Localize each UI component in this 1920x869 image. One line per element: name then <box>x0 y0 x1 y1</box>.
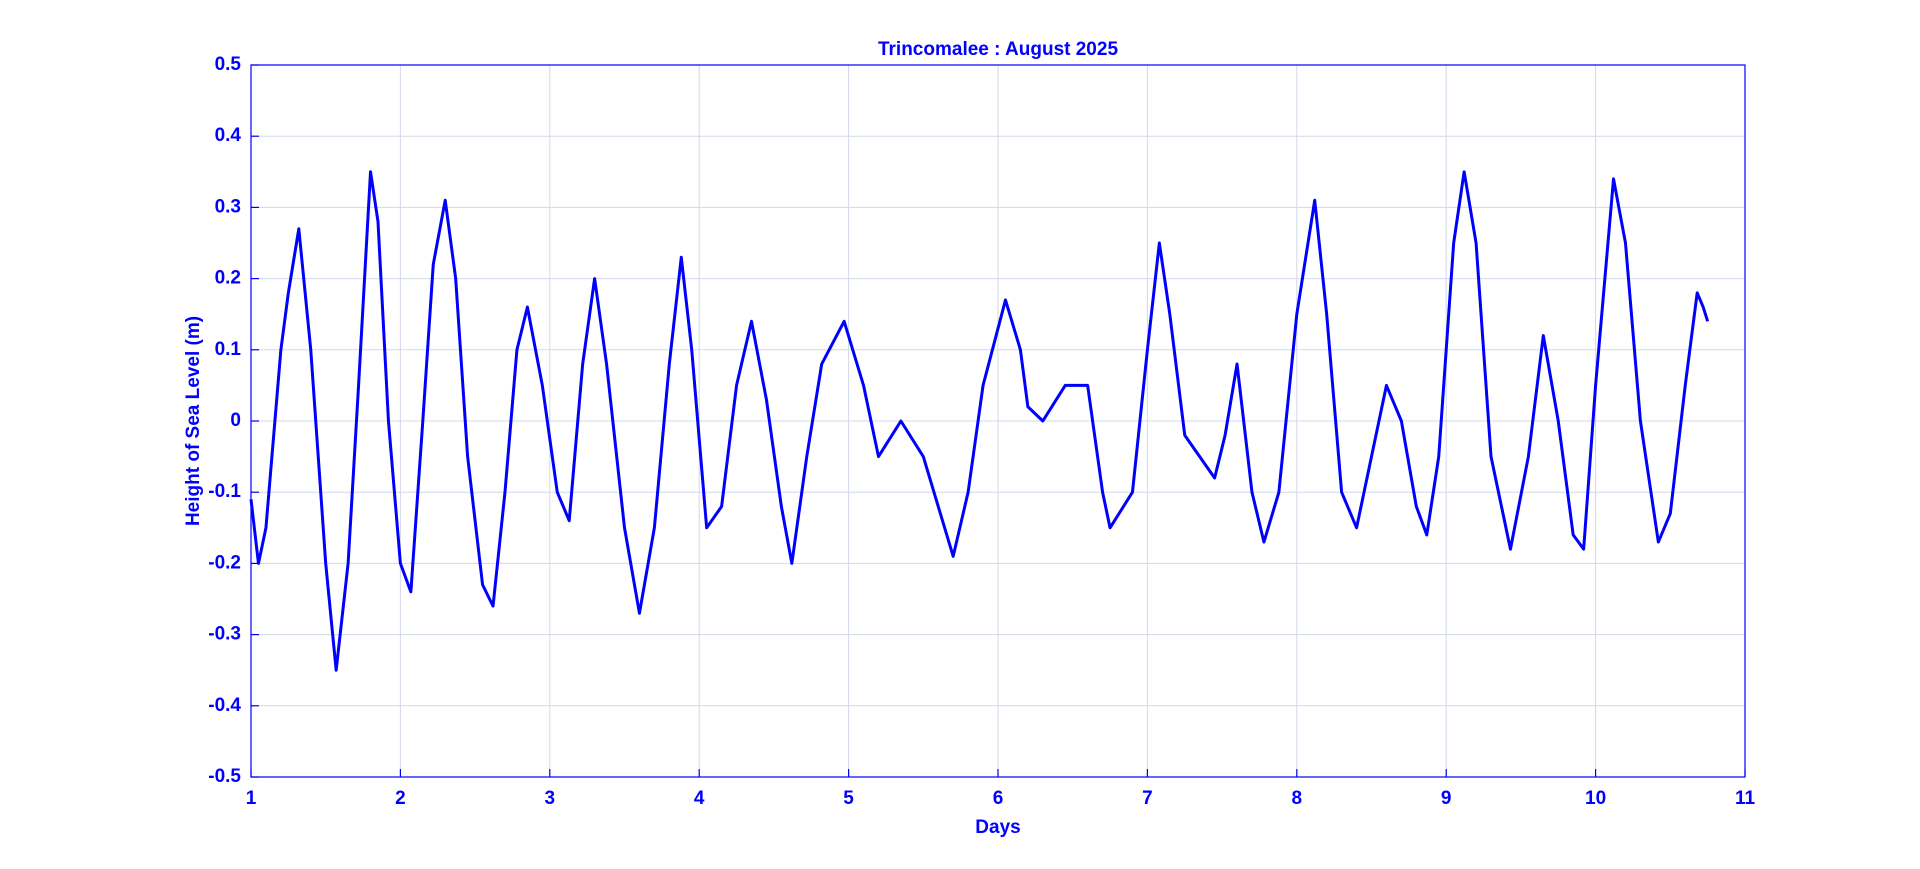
y-axis-label: Height of Sea Level (m) <box>183 316 204 526</box>
plot-frame <box>250 64 1746 778</box>
x-tick-label: 4 <box>694 788 705 809</box>
y-tick-label: 0.2 <box>215 268 241 289</box>
y-tick-label: 0.5 <box>215 54 242 75</box>
y-tick-label: -0.5 <box>208 766 241 787</box>
y-tick-label: 0.1 <box>215 339 242 360</box>
x-tick-label: 3 <box>545 788 556 809</box>
x-tick-label: 1 <box>246 788 257 809</box>
y-tick-label: -0.2 <box>208 552 241 573</box>
x-tick-label: 8 <box>1292 788 1303 809</box>
chart-title: Trincomalee : August 2025 <box>878 39 1118 60</box>
series-line <box>249 170 1710 672</box>
x-tick-label: 6 <box>993 788 1004 809</box>
y-tick-label: -0.1 <box>208 481 241 502</box>
x-tick-label: 5 <box>843 788 854 809</box>
y-tick-label: 0.4 <box>215 125 242 146</box>
x-tick-label: 7 <box>1142 788 1153 809</box>
y-tick-label: -0.3 <box>208 624 241 645</box>
y-tick-label: -0.4 <box>208 695 241 716</box>
x-tick-label: 9 <box>1441 788 1452 809</box>
y-tick-label: 0.3 <box>215 196 241 217</box>
x-tick-label: 10 <box>1585 788 1606 809</box>
x-axis-label: Days <box>975 817 1020 838</box>
x-tick-label: 11 <box>1735 788 1756 809</box>
y-tick-label: 0 <box>230 410 241 431</box>
x-tick-label: 2 <box>395 788 406 809</box>
